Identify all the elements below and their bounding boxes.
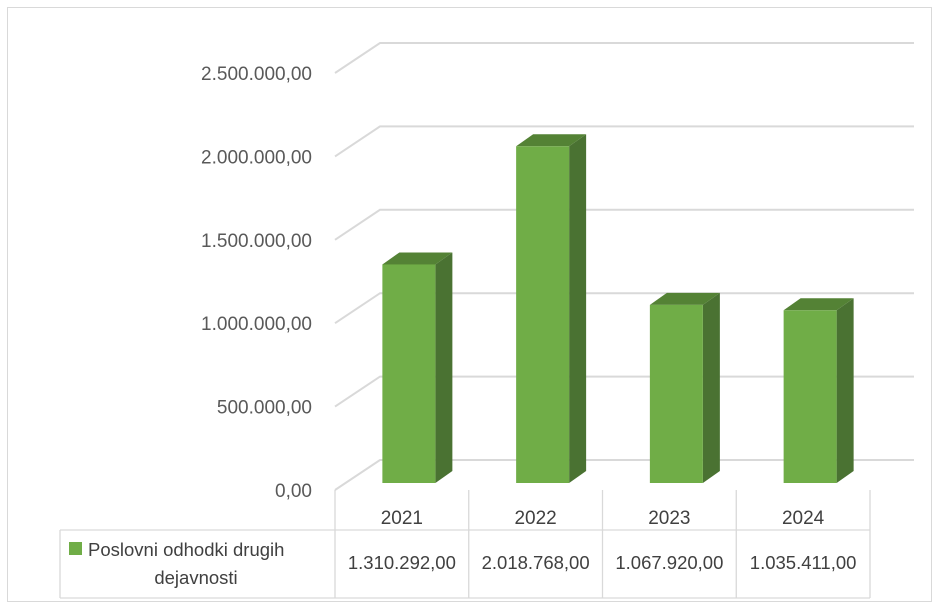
- chart-frame: [7, 7, 932, 602]
- gridline: [334, 375, 914, 408]
- bar-2022: [516, 134, 587, 483]
- y-axis-ticks: 0,00 500.000,00 1.000.000,00 1.500.000,00 2.…: [201, 64, 312, 502]
- bar-2023: [649, 292, 720, 483]
- data-table: 2021 2022 2023 2024 Poslovni odhodki drugih d…: [59, 490, 871, 599]
- data-label: 2.018.768,00: [482, 552, 590, 573]
- gridline: [334, 125, 914, 158]
- legend-label: Poslovni odhodki drugih: [88, 539, 284, 560]
- bar-2024: [783, 298, 854, 483]
- legend-swatch: [69, 542, 82, 555]
- gridline: [334, 42, 914, 74]
- y-tick-label: 1.000.000,00: [201, 314, 312, 335]
- y-tick-label: 1.500.000,00: [201, 231, 312, 252]
- y-tick-label: 0,00: [275, 481, 312, 502]
- x-tick-label: 2023: [648, 508, 690, 529]
- y-tick-label: 2.000.000,00: [201, 147, 312, 168]
- gridlines: [334, 42, 914, 491]
- x-tick-label: 2021: [381, 508, 423, 529]
- legend-label: dejavnosti: [154, 567, 237, 588]
- gridline: [334, 208, 914, 241]
- y-tick-label: 2.500.000,00: [201, 64, 312, 85]
- gridline: [334, 459, 914, 491]
- x-tick-label: 2024: [782, 508, 825, 529]
- data-label: 1.067.920,00: [615, 552, 723, 573]
- data-label: 1.035.411,00: [750, 552, 857, 573]
- bars: [382, 134, 854, 483]
- x-tick-label: 2022: [514, 508, 556, 529]
- gridline: [334, 292, 914, 325]
- y-tick-label: 500.000,00: [217, 398, 312, 419]
- data-label: 1.310.292,00: [348, 552, 456, 573]
- bar-2021: [382, 252, 453, 483]
